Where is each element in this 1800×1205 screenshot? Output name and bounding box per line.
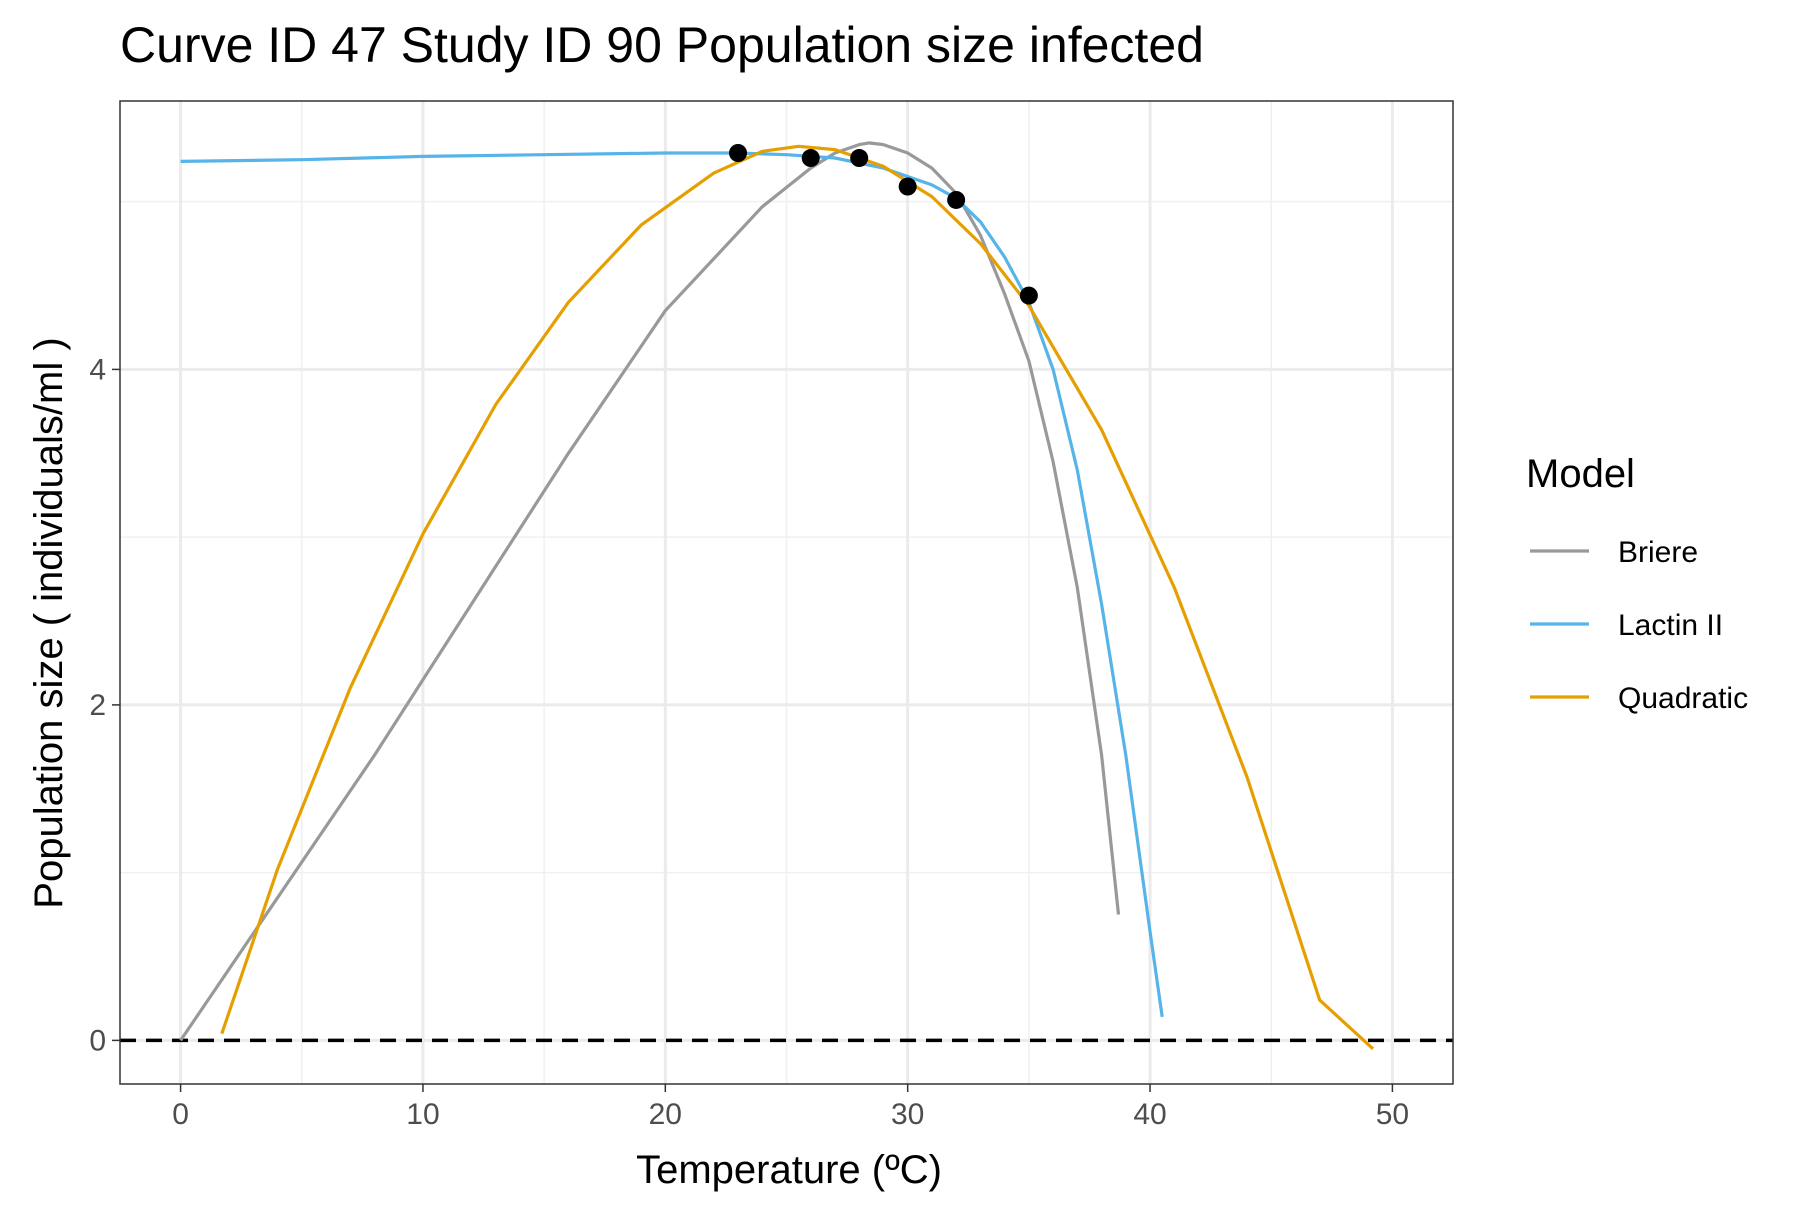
legend-label-briere: Briere bbox=[1618, 536, 1698, 569]
x-tick-label: 50 bbox=[1376, 1098, 1409, 1131]
data-point bbox=[898, 177, 917, 196]
x-tick-label: 0 bbox=[172, 1098, 189, 1131]
x-axis-title: Temperature (ºC) bbox=[636, 1148, 942, 1192]
legend-label-lactin-ii: Lactin II bbox=[1618, 609, 1723, 642]
data-point bbox=[947, 190, 966, 209]
series-line-lactin-ii bbox=[180, 151, 1164, 1018]
chart-title: Curve ID 47 Study ID 90 Population size … bbox=[120, 17, 1204, 73]
legend-label-quadratic: Quadratic bbox=[1618, 682, 1748, 715]
x-tick-label: 30 bbox=[891, 1098, 924, 1131]
y-axis-title: Population size ( individuals/ml ) bbox=[27, 337, 71, 908]
y-tick-label: 0 bbox=[89, 1024, 106, 1057]
data-point bbox=[1019, 286, 1038, 305]
data-point bbox=[801, 149, 820, 168]
series-line-briere bbox=[179, 141, 1121, 1042]
series-group bbox=[179, 141, 1375, 1050]
x-tick-label: 20 bbox=[649, 1098, 682, 1131]
data-point bbox=[850, 149, 869, 168]
y-tick-label: 4 bbox=[89, 353, 106, 386]
y-tick-label: 2 bbox=[89, 689, 106, 722]
x-tick-label: 10 bbox=[406, 1098, 439, 1131]
legend-title: Model bbox=[1526, 452, 1635, 496]
x-tick-label: 40 bbox=[1133, 1098, 1166, 1131]
legend: Model Briere Lactin II Quadratic bbox=[1526, 452, 1748, 715]
plot-panel bbox=[119, 100, 1454, 1085]
series-line-quadratic bbox=[220, 144, 1375, 1050]
data-point bbox=[729, 144, 748, 163]
panel-border bbox=[119, 100, 1454, 1085]
